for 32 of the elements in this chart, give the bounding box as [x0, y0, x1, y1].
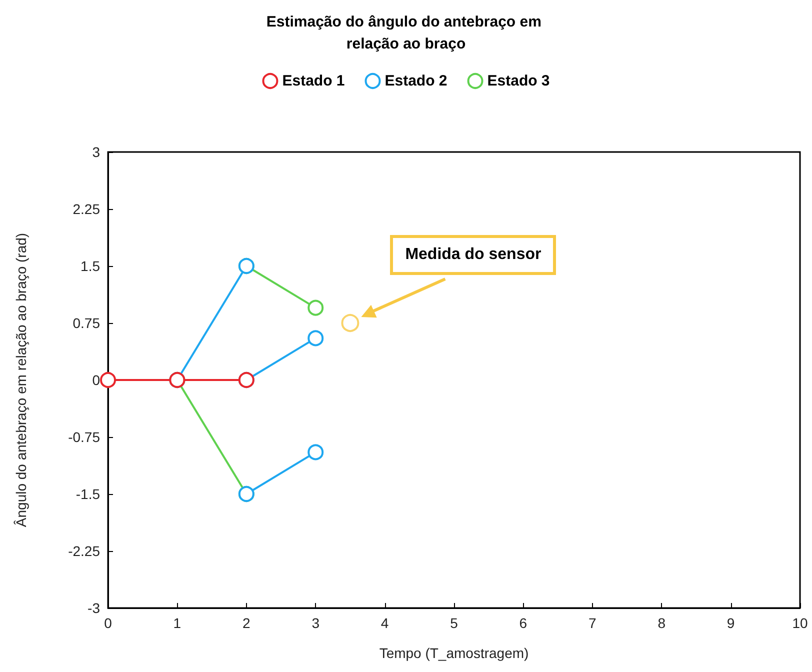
- y-axis-title: Ângulo do antebraço em relação ao braço (rad): [13, 232, 29, 528]
- point: [308, 300, 324, 316]
- y-tick-label: -0.75: [68, 429, 100, 445]
- y-tick-label: 2.25: [72, 201, 100, 217]
- x-tick-label: 7: [588, 615, 596, 631]
- x-tick-label: 10: [792, 615, 808, 631]
- x-tick-label: 3: [312, 615, 320, 631]
- y-tick-label: 0: [92, 372, 100, 388]
- x-tick-label: 0: [104, 615, 112, 631]
- point: [100, 372, 116, 388]
- y-tick-label: -1.5: [76, 486, 100, 502]
- x-tick-label: 9: [726, 615, 735, 631]
- y-tick-label: 0.75: [72, 315, 100, 331]
- y-tick-label: 1.5: [80, 258, 100, 274]
- x-tick-label: 4: [380, 615, 389, 631]
- chart-title: Estimação do ângulo do antebraço em relação ao braço: [266, 14, 546, 52]
- x-axis-title: Tempo (T_amostragem): [379, 645, 529, 661]
- legend-label: Estado 1: [282, 72, 345, 90]
- annotation: Medida do sensor: [390, 235, 556, 275]
- y-tick-label: -3: [88, 600, 100, 616]
- y-tick-label: -2.25: [68, 543, 100, 559]
- y-tick-label: 3: [92, 144, 100, 160]
- x-tick-label: 1: [173, 615, 182, 631]
- legend-label: Estado 3: [487, 72, 550, 90]
- point: [308, 330, 324, 346]
- legend-label: Estado 2: [384, 72, 448, 90]
- point: [308, 444, 324, 460]
- x-tick-label: 2: [242, 615, 250, 631]
- point: [341, 314, 360, 332]
- x-tick-label: 8: [658, 615, 666, 631]
- x-tick-label: 5: [450, 615, 458, 631]
- x-tick-label: 6: [519, 615, 528, 631]
